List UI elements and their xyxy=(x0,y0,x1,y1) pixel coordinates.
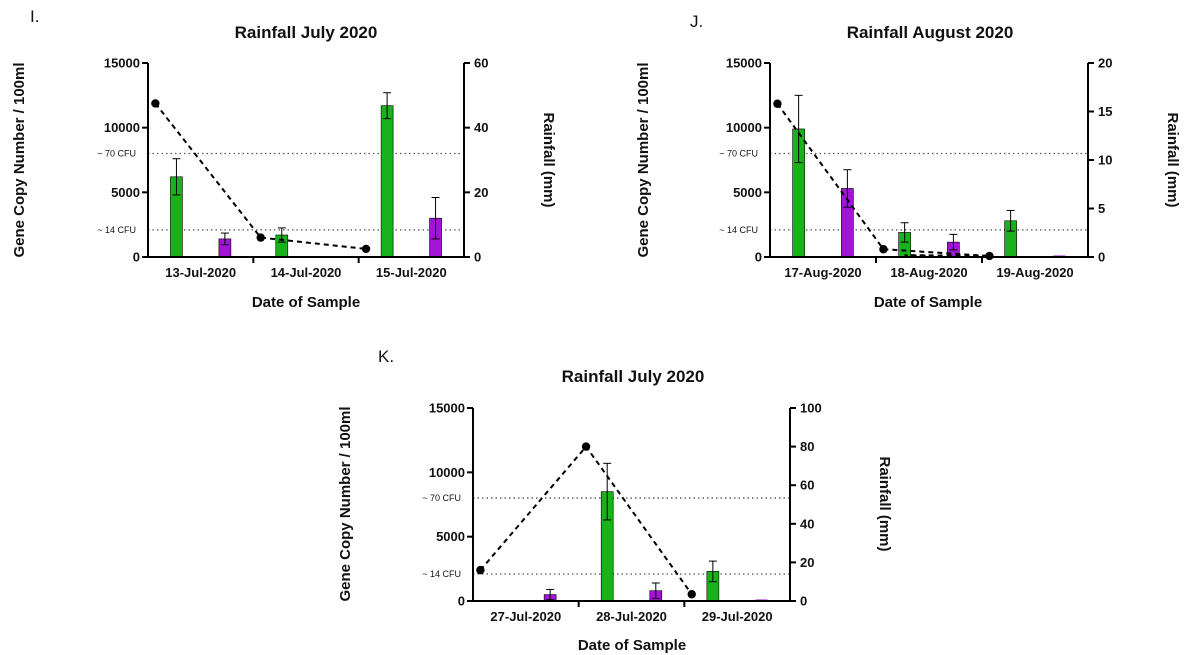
panel-label: I. xyxy=(30,7,39,26)
y-tick-label: 10000 xyxy=(429,465,465,480)
reference-line-label: ~ 70 CFU xyxy=(97,149,136,159)
y-axis-title: Gene Copy Number / 100ml xyxy=(337,406,354,601)
rainfall-point xyxy=(476,565,485,575)
reference-line-label: ~ 14 CFU xyxy=(719,225,758,235)
chart-title: Rainfall July 2020 xyxy=(562,367,705,386)
y-tick-label: 5000 xyxy=(436,529,465,544)
y-tick-label: 0 xyxy=(133,250,140,265)
chart-panel-j: J. Rainfall August 2020 Gene Copy Number… xyxy=(635,12,1181,311)
rainfall-line xyxy=(776,103,990,257)
y2-tick-label: 0 xyxy=(800,594,807,609)
x-tick-label: 15-Jul-2020 xyxy=(376,265,447,280)
y-tick-label: 0 xyxy=(458,594,465,609)
y2-tick-label: 40 xyxy=(800,516,814,531)
x-axis-title: Date of Sample xyxy=(874,294,982,311)
y2-tick-label: 20 xyxy=(800,555,814,570)
y-tick-label: 15000 xyxy=(429,401,465,416)
rainfall-point xyxy=(687,590,696,599)
chart-panel-k: K. Rainfall July 2020 Gene Copy Number /… xyxy=(337,347,893,654)
x-axis-title: Date of Sample xyxy=(578,637,686,654)
reference-line-label: ~ 70 CFU xyxy=(422,493,461,503)
panel-label: K. xyxy=(378,347,394,366)
x-tick-label: 17-Aug-2020 xyxy=(784,265,861,280)
chart-title: Rainfall July 2020 xyxy=(235,23,378,42)
y-tick-label: 15000 xyxy=(726,56,762,71)
x-tick-label: 14-Jul-2020 xyxy=(271,265,342,280)
y2-axis-title: Rainfall (mm) xyxy=(1164,112,1181,207)
y-axis-title: Gene Copy Number / 100ml xyxy=(11,62,28,257)
x-tick-label: 29-Jul-2020 xyxy=(702,609,773,624)
x-tick-label: 13-Jul-2020 xyxy=(165,265,236,280)
y-tick-label: 10000 xyxy=(726,120,762,135)
rainfall-line xyxy=(154,102,367,250)
rainfall-point xyxy=(773,99,782,108)
panel-label: J. xyxy=(690,12,703,31)
y2-tick-label: 100 xyxy=(800,401,822,416)
rainfall-point xyxy=(256,233,265,242)
chart-title: Rainfall August 2020 xyxy=(847,23,1014,42)
y2-axis-title: Rainfall (mm) xyxy=(540,112,557,207)
rainfall-point xyxy=(879,245,888,254)
y-tick-label: 10000 xyxy=(104,120,140,135)
x-axis-title: Date of Sample xyxy=(252,294,360,311)
rainfall-point xyxy=(361,244,371,254)
bar xyxy=(380,105,394,258)
y-tick-label: 5000 xyxy=(733,185,762,200)
chart-panel-i: I. Rainfall July 2020 Gene Copy Number /… xyxy=(11,7,557,311)
y2-tick-label: 0 xyxy=(474,250,481,265)
rainfall-point xyxy=(151,99,160,108)
y2-tick-label: 60 xyxy=(474,56,488,71)
y2-tick-label: 5 xyxy=(1098,201,1105,216)
y-tick-label: 0 xyxy=(755,250,762,265)
y2-tick-label: 0 xyxy=(1098,250,1105,265)
y2-axis-title: Rainfall (mm) xyxy=(876,456,893,551)
x-tick-label: 19-Aug-2020 xyxy=(996,265,1073,280)
y-axis-title: Gene Copy Number / 100ml xyxy=(635,62,652,257)
y2-tick-label: 40 xyxy=(474,120,488,135)
y2-tick-label: 80 xyxy=(800,439,814,454)
y2-tick-label: 20 xyxy=(474,185,488,200)
reference-line-label: ~ 14 CFU xyxy=(97,225,136,235)
rainfall-line xyxy=(479,444,693,595)
reference-line-label: ~ 70 CFU xyxy=(719,149,758,159)
y2-tick-label: 10 xyxy=(1098,153,1112,168)
reference-line-label: ~ 14 CFU xyxy=(422,569,461,579)
y2-tick-label: 15 xyxy=(1098,104,1112,119)
rainfall-point xyxy=(581,442,591,451)
x-tick-label: 28-Jul-2020 xyxy=(596,609,667,624)
x-tick-label: 27-Jul-2020 xyxy=(490,609,561,624)
x-tick-label: 18-Aug-2020 xyxy=(890,265,967,280)
y2-tick-label: 20 xyxy=(1098,56,1112,71)
y2-tick-label: 60 xyxy=(800,478,814,493)
y-tick-label: 15000 xyxy=(104,56,140,71)
y-tick-label: 5000 xyxy=(111,185,140,200)
